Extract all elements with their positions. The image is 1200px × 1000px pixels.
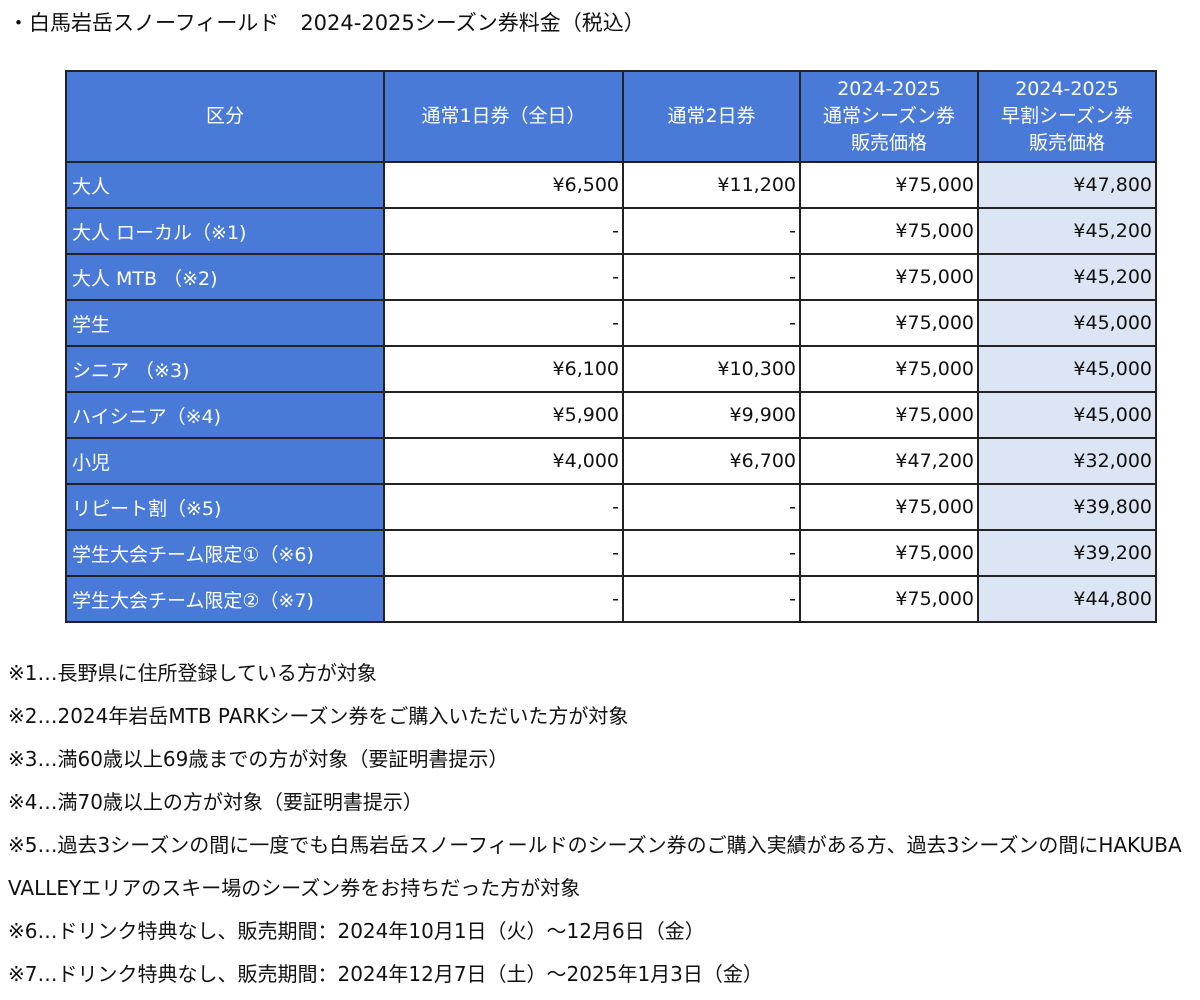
regular-season-price: ¥75,000 — [799, 345, 979, 393]
two-day-price: - — [622, 529, 801, 577]
table-row: 学生大会チーム限定②（※7) - - ¥75,000 ¥44,800 — [65, 575, 1157, 623]
two-day-price: ¥9,900 — [622, 391, 801, 439]
regular-season-price: ¥75,000 — [799, 299, 979, 347]
early-season-price: ¥44,800 — [977, 575, 1157, 623]
table-row: リピート割（※5) - - ¥75,000 ¥39,800 — [65, 483, 1157, 531]
two-day-price: ¥10,300 — [622, 345, 801, 393]
column-header-regular-season: 2024-2025 通常シーズン券 販売価格 — [799, 70, 979, 163]
footnote-7: ※7…ドリンク特典なし、販売期間：2024年12月7日（土）～2025年1月3日… — [8, 962, 763, 986]
one-day-price: ¥4,000 — [383, 437, 624, 485]
two-day-price: - — [622, 253, 801, 301]
row-label: 大人 MTB （※2) — [65, 253, 385, 301]
regular-season-price: ¥47,200 — [799, 437, 979, 485]
two-day-price: - — [622, 207, 801, 255]
regular-season-price: ¥75,000 — [799, 253, 979, 301]
regular-season-price: ¥75,000 — [799, 207, 979, 255]
one-day-price: ¥6,500 — [383, 161, 624, 209]
table-row: 大人 MTB （※2) - - ¥75,000 ¥45,200 — [65, 253, 1157, 301]
two-day-price: - — [622, 483, 801, 531]
two-day-price: - — [622, 299, 801, 347]
table-header-row: 区分 通常1日券（全日） 通常2日券 2024-2025 通常シーズン券 販売価… — [65, 70, 1157, 163]
early-season-price: ¥45,200 — [977, 253, 1157, 301]
two-day-price: ¥11,200 — [622, 161, 801, 209]
early-season-price: ¥45,000 — [977, 345, 1157, 393]
table-row: 小児 ¥4,000 ¥6,700 ¥47,200 ¥32,000 — [65, 437, 1157, 485]
column-header-early-season: 2024-2025 早割シーズン券 販売価格 — [977, 70, 1157, 163]
footnote-3: ※3…満60歳以上69歳までの方が対象（要証明書提示） — [8, 747, 509, 771]
table-row: 大人 ローカル（※1) - - ¥75,000 ¥45,200 — [65, 207, 1157, 255]
regular-season-price: ¥75,000 — [799, 483, 979, 531]
early-season-price: ¥45,000 — [977, 391, 1157, 439]
one-day-price: - — [383, 529, 624, 577]
footnotes: ※1…長野県に住所登録している方が対象 ※2…2024年岩岳MTB PARKシー… — [8, 652, 1198, 996]
regular-season-price: ¥75,000 — [799, 391, 979, 439]
one-day-price: - — [383, 575, 624, 623]
regular-season-price: ¥75,000 — [799, 575, 979, 623]
row-label: リピート割（※5) — [65, 483, 385, 531]
one-day-price: ¥6,100 — [383, 345, 624, 393]
table-row: シニア （※3) ¥6,100 ¥10,300 ¥75,000 ¥45,000 — [65, 345, 1157, 393]
one-day-price: - — [383, 253, 624, 301]
footnote-2: ※2…2024年岩岳MTB PARKシーズン券をご購入いただいた方が対象 — [8, 704, 629, 728]
season-pass-price-table: 区分 通常1日券（全日） 通常2日券 2024-2025 通常シーズン券 販売価… — [65, 70, 1157, 623]
table-row: 学生 - - ¥75,000 ¥45,000 — [65, 299, 1157, 347]
regular-season-price: ¥75,000 — [799, 161, 979, 209]
footnote-6: ※6…ドリンク特典なし、販売期間：2024年10月1日（火）～12月6日（金） — [8, 919, 705, 943]
two-day-price: - — [622, 575, 801, 623]
one-day-price: - — [383, 299, 624, 347]
footnote-4: ※4…満70歳以上の方が対象（要証明書提示） — [8, 790, 423, 814]
one-day-price: ¥5,900 — [383, 391, 624, 439]
early-season-price: ¥39,200 — [977, 529, 1157, 577]
two-day-price: ¥6,700 — [622, 437, 801, 485]
table-row: 大人 ¥6,500 ¥11,200 ¥75,000 ¥47,800 — [65, 161, 1157, 209]
column-header-two-day: 通常2日券 — [622, 70, 801, 163]
row-label: 大人 — [65, 161, 385, 209]
regular-season-price: ¥75,000 — [799, 529, 979, 577]
row-label: 学生大会チーム限定②（※7) — [65, 575, 385, 623]
page-title: ・白馬岩岳スノーフィールド 2024-2025シーズン券料金（税込） — [8, 11, 645, 35]
row-label: シニア （※3) — [65, 345, 385, 393]
footnote-1: ※1…長野県に住所登録している方が対象 — [8, 661, 377, 685]
column-header-one-day: 通常1日券（全日） — [383, 70, 624, 163]
row-label: 小児 — [65, 437, 385, 485]
one-day-price: - — [383, 483, 624, 531]
early-season-price: ¥45,200 — [977, 207, 1157, 255]
early-season-price: ¥47,800 — [977, 161, 1157, 209]
row-label: 大人 ローカル（※1) — [65, 207, 385, 255]
row-label: ハイシニア（※4) — [65, 391, 385, 439]
column-header-category: 区分 — [65, 70, 385, 163]
one-day-price: - — [383, 207, 624, 255]
row-label: 学生 — [65, 299, 385, 347]
early-season-price: ¥32,000 — [977, 437, 1157, 485]
footnote-5: ※5…過去3シーズンの間に一度でも白馬岩岳スノーフィールドのシーズン券のご購入実… — [8, 833, 1182, 900]
early-season-price: ¥39,800 — [977, 483, 1157, 531]
table-row: 学生大会チーム限定①（※6) - - ¥75,000 ¥39,200 — [65, 529, 1157, 577]
row-label: 学生大会チーム限定①（※6) — [65, 529, 385, 577]
table-row: ハイシニア（※4) ¥5,900 ¥9,900 ¥75,000 ¥45,000 — [65, 391, 1157, 439]
early-season-price: ¥45,000 — [977, 299, 1157, 347]
